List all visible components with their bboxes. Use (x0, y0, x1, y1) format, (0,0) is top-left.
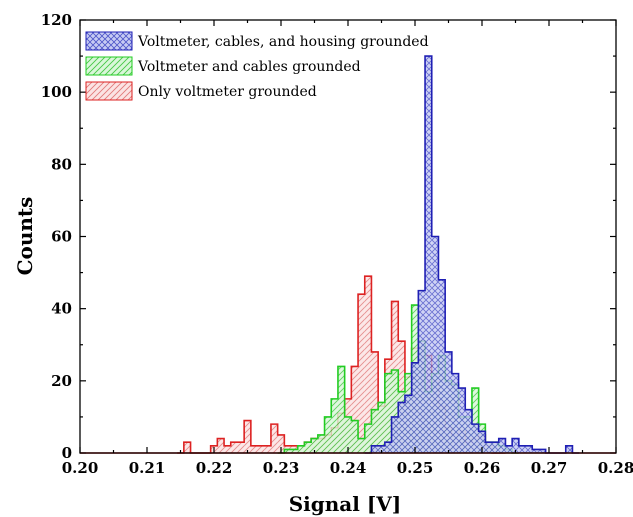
x-tick-label: 0.24 (330, 459, 367, 477)
legend-swatch-green (85, 56, 133, 76)
bin-red (371, 351, 379, 453)
axes: 0.20 0.21 0.22 0.23 0.24 0.25 0.26 0.27 0.28 0 20 4… (41, 11, 633, 477)
bin-red (351, 366, 359, 453)
bin-blue (445, 351, 452, 453)
x-tick-label: 0.28 (598, 459, 633, 477)
bin-blue (525, 445, 533, 453)
x-tick-label: 0.26 (464, 459, 501, 477)
legend-label-green: Voltmeter and cables grounded (137, 59, 361, 75)
x-tick-label: 0.27 (531, 459, 568, 477)
bin-red (364, 276, 372, 453)
x-tick-label: 0.20 (62, 459, 99, 477)
x-axis-title: Signal [V] (289, 492, 402, 516)
y-tick-label: 120 (41, 11, 72, 29)
legend-swatch-red (85, 81, 133, 101)
bin-blue (465, 409, 472, 453)
bin-blue (512, 438, 519, 453)
bin-blue (378, 445, 385, 453)
bin-blue (485, 442, 493, 453)
bin-blue (438, 279, 446, 453)
y-axis-title: Counts (13, 197, 37, 276)
bin-blue (505, 445, 513, 453)
bin-green (471, 388, 479, 453)
legend-swatch-blue (85, 31, 133, 51)
bin-red (257, 445, 265, 453)
y-tick-label: 60 (51, 228, 72, 246)
outline-green (277, 304, 519, 454)
bin-red (183, 442, 191, 453)
bin-red (237, 442, 245, 453)
legend-label-red: Only voltmeter grounded (138, 84, 317, 100)
x-tick-label: 0.23 (263, 459, 300, 477)
bin-green (304, 442, 312, 453)
bin-blue (492, 442, 499, 453)
bin-green (324, 416, 332, 453)
bin-blue (518, 445, 526, 453)
series-blue (364, 55, 580, 454)
bin-green (351, 420, 359, 453)
bin-green (311, 438, 318, 453)
bin-blue (418, 290, 426, 453)
bin-green (344, 416, 352, 453)
bin-green (371, 409, 379, 453)
bin-blue (384, 442, 392, 453)
bin-red (358, 294, 365, 453)
bin-blue (411, 362, 419, 453)
y-tick-label: 0 (62, 444, 72, 462)
legend-item-blue: Voltmeter, cables, and housing grounded (85, 31, 429, 51)
bin-blue (451, 373, 459, 453)
x-tick-label: 0.22 (196, 459, 233, 477)
bin-green (317, 434, 325, 453)
bin-blue (371, 445, 379, 453)
bin-red (277, 434, 285, 453)
legend-item-red: Only voltmeter grounded (85, 81, 317, 101)
bin-red (264, 445, 271, 453)
bin-blue (398, 402, 405, 453)
y-tick-label: 20 (51, 372, 72, 390)
x-tick-label: 0.21 (129, 459, 166, 477)
bin-blue (478, 431, 486, 453)
bin-red (217, 438, 225, 453)
legend: Voltmeter, cables, and housing grounded V… (85, 31, 429, 101)
bin-red (224, 445, 231, 453)
y-tick-label: 100 (41, 83, 72, 101)
bin-green (284, 449, 292, 453)
bin-green (364, 424, 372, 453)
bin-blue (471, 424, 479, 453)
bin-blue (391, 416, 399, 453)
legend-item-green: Voltmeter and cables grounded (85, 56, 361, 76)
y-tick-label: 80 (51, 155, 72, 173)
bin-green (337, 366, 345, 453)
bin-blue (425, 56, 432, 453)
y-tick-label: 40 (51, 300, 72, 318)
bin-blue (538, 449, 546, 453)
bin-red (230, 442, 238, 453)
plot-area (80, 55, 616, 454)
bin-blue (431, 236, 439, 453)
bin-green (391, 370, 399, 453)
bin-blue (532, 449, 539, 453)
legend-label-blue: Voltmeter, cables, and housing grounded (137, 34, 429, 50)
bin-red (270, 424, 278, 453)
bin-green (331, 398, 338, 453)
bin-green (291, 449, 298, 453)
bin-blue (404, 395, 412, 453)
bin-green (378, 402, 385, 453)
bin-red (250, 445, 258, 453)
outline-blue (364, 55, 580, 454)
bin-red (244, 420, 251, 453)
bin-green (384, 373, 392, 453)
bin-green (358, 438, 365, 453)
bin-blue (458, 388, 466, 453)
bin-blue (565, 445, 573, 453)
x-tick-label: 0.25 (397, 459, 434, 477)
bin-green (297, 445, 305, 453)
bin-blue (498, 438, 506, 453)
